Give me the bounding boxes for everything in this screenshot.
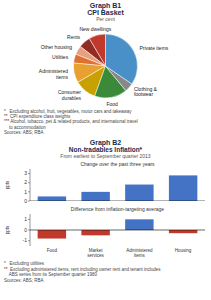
text-line: Non-tradables Inflation*	[69, 146, 143, 153]
text-line: CPI Basket	[87, 9, 124, 16]
y-tick-label: 1	[24, 216, 27, 222]
bar	[125, 219, 153, 230]
text-line: 1	[24, 216, 27, 222]
y-tick-label: 3	[24, 170, 27, 176]
text-line: Sources: ABS; RBA	[4, 278, 44, 283]
pie-slice	[106, 34, 138, 84]
footnote: *** Alcohol, tobacco, pet & related prod…	[4, 119, 138, 129]
text-line: ppts	[5, 225, 10, 234]
text-line: Difference from inflation-targeting aver…	[71, 206, 165, 212]
bar	[81, 230, 109, 235]
pie-chart: Graph B1CPI BasketPer centNew dwellingsR…	[4, 2, 169, 135]
text-line: durables	[62, 95, 82, 101]
slice-label: Other housing	[41, 44, 73, 50]
zero-line	[30, 230, 205, 231]
text-line: Sources: ABS; RBA	[4, 130, 44, 135]
slice-label: New dwellings	[79, 26, 111, 32]
panel-title: Change over the past three years	[80, 161, 155, 167]
y-tick-label: 0	[24, 227, 27, 233]
footnote: ** Excluding administered items, rent in…	[4, 267, 161, 277]
text-line: Food	[106, 101, 118, 107]
text-line: 1	[24, 189, 27, 195]
text-line: Rents	[67, 34, 81, 40]
x-tick-label: Administereditems	[126, 248, 153, 258]
bar	[125, 185, 153, 201]
text-line: ABS series from its September quarter 19…	[4, 272, 98, 277]
y-tick-label: 1	[24, 189, 27, 195]
text-line: 0	[24, 227, 27, 233]
slice-label: Rents	[67, 34, 81, 40]
text-line: items	[134, 253, 146, 258]
x-tick-label: Housing	[175, 248, 192, 253]
text-line: Change over the past three years	[80, 161, 155, 167]
y-tick	[28, 219, 30, 220]
text-line: * Excluding utilities	[4, 261, 45, 266]
pie-labels: New dwellings Rents Other housing Utilities…	[39, 26, 169, 107]
slice-label: Food	[106, 101, 118, 107]
y-tick-label: 0	[24, 198, 27, 204]
subtitle: From earliest to September quarter 2013	[60, 153, 151, 159]
text-line: New dwellings	[79, 26, 111, 32]
slice-label: Private items	[139, 45, 168, 51]
footnote: Sources: ABS; RBA	[4, 278, 44, 283]
subtitle: CPI Basket	[87, 9, 124, 16]
text-line: Other housing	[41, 44, 73, 50]
y-tick-label: -1	[23, 237, 28, 243]
y-tick	[28, 240, 30, 241]
x-tick-label: Marketservices	[87, 248, 104, 258]
slice-label: Administereditems	[39, 68, 69, 80]
y-tick-label: 2	[24, 179, 27, 185]
chart-root: Graph B1CPI BasketPer centNew dwellingsR…	[0, 0, 211, 300]
text-line: ppts	[5, 180, 10, 189]
x-tick-label: Food	[47, 248, 58, 253]
text-line: Utilities	[52, 54, 69, 60]
bar	[169, 175, 197, 201]
bar	[38, 230, 66, 239]
y-tick	[28, 191, 30, 192]
bars	[30, 219, 205, 238]
bars	[30, 175, 205, 201]
y-tick	[28, 173, 30, 174]
subtitle: Per cent	[96, 16, 115, 22]
zero-line	[30, 201, 205, 202]
footnote: Sources: ABS; RBA	[4, 130, 44, 135]
text-line: Per cent	[96, 16, 115, 22]
text-line: 2	[24, 179, 27, 185]
subtitle: Non-tradables Inflation*	[69, 146, 143, 153]
text-line: From earliest to September quarter 2013	[60, 153, 151, 159]
slice-label: Consumerdurables	[58, 89, 82, 101]
text-line: 3	[24, 170, 27, 176]
pie-slices	[74, 34, 138, 98]
text-line: -1	[23, 237, 28, 243]
footnote: * Excluding utilities	[4, 261, 45, 266]
text-line: items	[56, 74, 68, 80]
text-line: services	[87, 253, 104, 258]
slice-label: Clothing &footwear	[134, 86, 158, 98]
bar	[81, 192, 109, 201]
y-axis-label: ppts	[5, 180, 10, 189]
slice-label: Utilities	[52, 54, 69, 60]
text-line: Housing	[175, 248, 192, 253]
y-tick	[28, 201, 30, 202]
text-line: Food	[47, 248, 58, 253]
y-tick	[28, 230, 30, 231]
bar-panel: Change over the past three years 0 1 2 3 ppts	[5, 161, 205, 204]
y-tick	[28, 182, 30, 183]
bar-panel: Difference from inflation-targeting aver…	[5, 206, 205, 258]
text-line: 0	[24, 198, 27, 204]
text-line: Private items	[139, 45, 168, 51]
panel-title: Difference from inflation-targeting aver…	[71, 206, 165, 212]
text-line: footwear	[134, 91, 154, 97]
bar	[169, 230, 197, 233]
bar	[38, 196, 66, 201]
y-axis-label: ppts	[5, 225, 10, 234]
